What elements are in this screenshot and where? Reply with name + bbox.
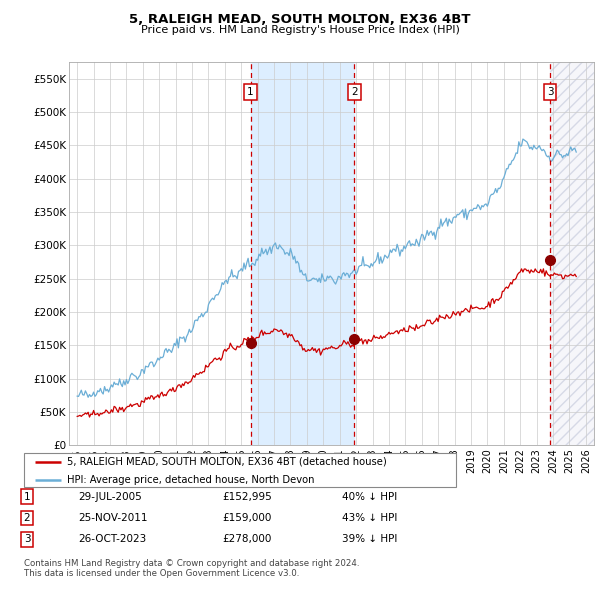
Text: 40% ↓ HPI: 40% ↓ HPI	[342, 492, 397, 502]
Text: £159,000: £159,000	[222, 513, 271, 523]
Text: Price paid vs. HM Land Registry's House Price Index (HPI): Price paid vs. HM Land Registry's House …	[140, 25, 460, 35]
Text: £278,000: £278,000	[222, 535, 271, 544]
Text: This data is licensed under the Open Government Licence v3.0.: This data is licensed under the Open Gov…	[24, 569, 299, 578]
Bar	[550, 62, 594, 445]
Text: 39% ↓ HPI: 39% ↓ HPI	[342, 535, 397, 544]
Text: 1: 1	[247, 87, 254, 97]
Text: 2: 2	[351, 87, 358, 97]
Text: Contains HM Land Registry data © Crown copyright and database right 2024.: Contains HM Land Registry data © Crown c…	[24, 559, 359, 568]
Text: 1: 1	[23, 492, 31, 502]
Text: 3: 3	[547, 87, 553, 97]
Bar	[550, 62, 594, 445]
Text: HPI: Average price, detached house, North Devon: HPI: Average price, detached house, Nort…	[67, 475, 314, 485]
Text: 5, RALEIGH MEAD, SOUTH MOLTON, EX36 4BT (detached house): 5, RALEIGH MEAD, SOUTH MOLTON, EX36 4BT …	[67, 457, 387, 467]
Text: 2: 2	[23, 513, 31, 523]
Text: 3: 3	[23, 535, 31, 544]
Bar	[251, 62, 355, 445]
Text: £152,995: £152,995	[222, 492, 272, 502]
Text: 5, RALEIGH MEAD, SOUTH MOLTON, EX36 4BT: 5, RALEIGH MEAD, SOUTH MOLTON, EX36 4BT	[129, 13, 471, 26]
Text: 43% ↓ HPI: 43% ↓ HPI	[342, 513, 397, 523]
Text: 29-JUL-2005: 29-JUL-2005	[78, 492, 142, 502]
Text: 25-NOV-2011: 25-NOV-2011	[78, 513, 148, 523]
Text: 26-OCT-2023: 26-OCT-2023	[78, 535, 146, 544]
